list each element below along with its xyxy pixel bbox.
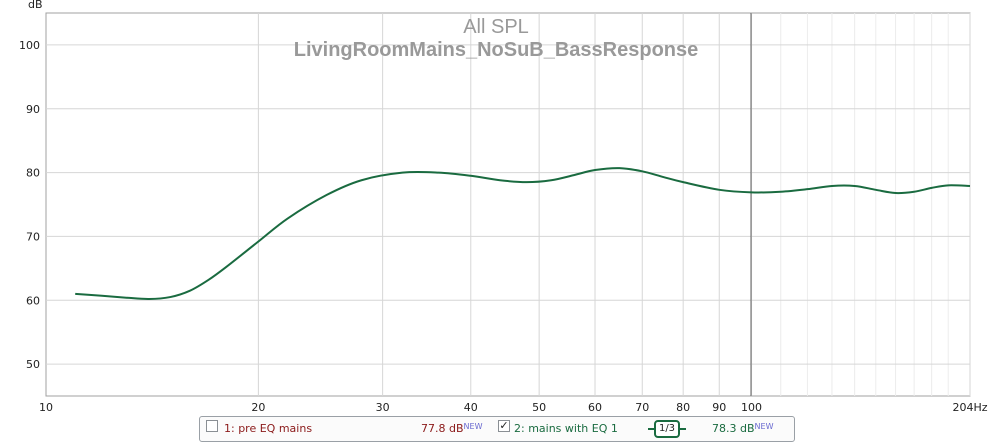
- legend: 1: pre EQ mains 77.8 dBNEW ✓ 2: mains wi…: [199, 416, 795, 442]
- plot-background: [45, 12, 971, 397]
- x-tick-label: 90: [712, 401, 726, 412]
- legend-label-pre-eq[interactable]: 1: pre EQ mains: [224, 422, 313, 435]
- tick-labels: 10 20 30 40 50 60 70 80 90 100 204Hz 50 60 70 80 90 100: [19, 39, 988, 412]
- y-tick-label: 100: [19, 39, 40, 52]
- y-tick-label: 60: [26, 294, 40, 307]
- x-tick-label: 60: [588, 401, 602, 412]
- y-tick-label: 70: [26, 230, 40, 243]
- smoothing-line-left: [648, 428, 654, 430]
- x-tick-label: 30: [376, 401, 390, 412]
- y-tick-label: 90: [26, 103, 40, 116]
- x-tick-label: 100: [741, 401, 762, 412]
- y-axis-label: dB: [28, 0, 43, 11]
- x-tick-label: 40: [464, 401, 478, 412]
- legend-checkbox-pre-eq[interactable]: [206, 420, 218, 432]
- smoothing-box[interactable]: 1/3: [654, 420, 680, 438]
- legend-value-pre-eq: 77.8 dBNEW: [421, 421, 482, 437]
- x-tick-label: 204Hz: [952, 401, 987, 412]
- spl-chart: 10 20 30 40 50 60 70 80 90 100 204Hz5060708090100 …: [19, 0, 988, 412]
- series-layer: [75, 167, 971, 300]
- grid-lines: [46, 13, 971, 396]
- legend-value-pre-eq-text: 77.8 dB: [421, 422, 464, 435]
- legend-value-mains-eq-text: 78.3 dB: [712, 422, 755, 435]
- x-tick-label: 70: [635, 401, 649, 412]
- chart-title: All SPL: [463, 16, 529, 38]
- legend-checkbox-mains-eq[interactable]: ✓: [498, 419, 510, 432]
- series-line-mains-with-eq: [75, 167, 971, 300]
- y-tick-label: 50: [26, 358, 40, 371]
- x-tick-label: 50: [532, 401, 546, 412]
- x-tick-label: 20: [251, 401, 265, 412]
- legend-label-mains-eq[interactable]: 2: mains with EQ 1: [514, 422, 618, 435]
- chart-subtitle: LivingRoomMains_NoSuB_BassResponse: [294, 39, 699, 61]
- legend-new-tag-pre-eq: NEW: [463, 422, 483, 431]
- legend-new-tag-mains-eq: NEW: [754, 422, 774, 431]
- smoothing-line-right: [680, 428, 686, 430]
- y-tick-label: 80: [26, 167, 40, 180]
- x-tick-label: 80: [676, 401, 690, 412]
- legend-value-mains-eq: 78.3 dBNEW: [712, 421, 773, 437]
- x-tick-label: 10: [39, 401, 53, 412]
